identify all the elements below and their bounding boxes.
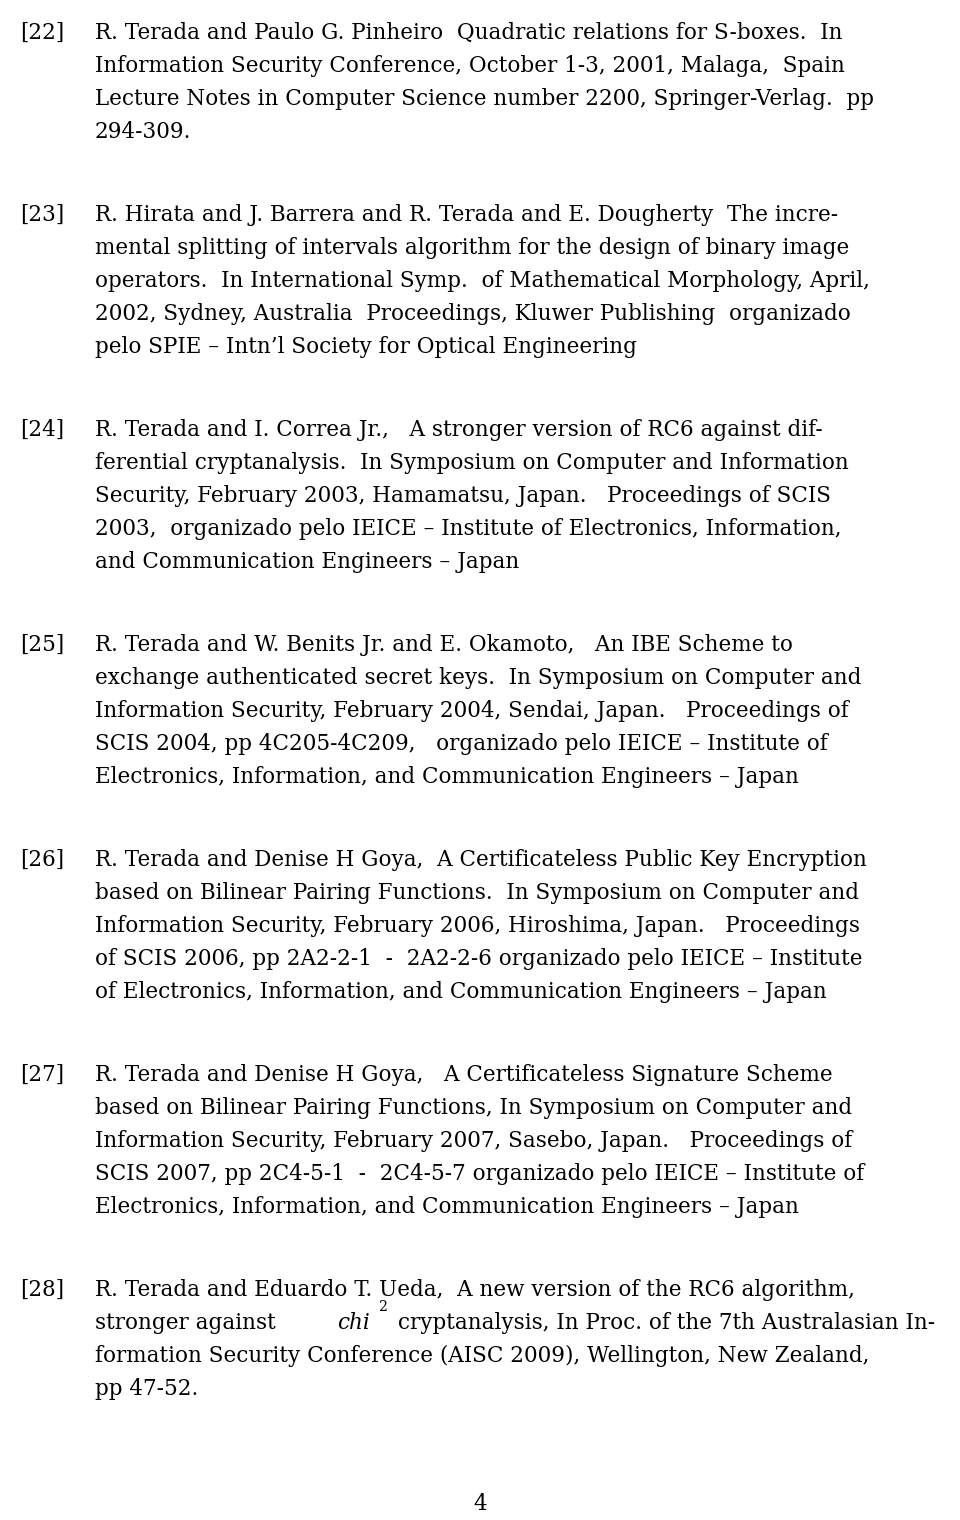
- Text: exchange authenticated secret keys.  In Symposium on Computer and: exchange authenticated secret keys. In S…: [95, 667, 861, 689]
- Text: R. Hirata and J. Barrera and R. Terada and E. Dougherty  The incre-: R. Hirata and J. Barrera and R. Terada a…: [95, 204, 838, 226]
- Text: R. Terada and Denise H Goya,   A Certificateless Signature Scheme: R. Terada and Denise H Goya, A Certifica…: [95, 1064, 832, 1085]
- Text: Information Security, February 2006, Hiroshima, Japan.   Proceedings: Information Security, February 2006, Hir…: [95, 915, 860, 936]
- Text: pp 47-52.: pp 47-52.: [95, 1379, 199, 1400]
- Text: Lecture Notes in Computer Science number 2200, Springer-Verlag.  pp: Lecture Notes in Computer Science number…: [95, 88, 874, 109]
- Text: [23]: [23]: [20, 204, 64, 226]
- Text: operators.  In International Symp.  of Mathematical Morphology, April,: operators. In International Symp. of Mat…: [95, 271, 870, 292]
- Text: [24]: [24]: [20, 420, 64, 441]
- Text: [22]: [22]: [20, 21, 64, 44]
- Text: of SCIS 2006, pp 2A2-2-1  -  2A2-2-6 organizado pelo IEICE – Institute: of SCIS 2006, pp 2A2-2-1 - 2A2-2-6 organ…: [95, 948, 862, 970]
- Text: chi: chi: [337, 1312, 370, 1335]
- Text: R. Terada and W. Benits Jr. and E. Okamoto,   An IBE Scheme to: R. Terada and W. Benits Jr. and E. Okamo…: [95, 634, 793, 657]
- Text: Electronics, Information, and Communication Engineers – Japan: Electronics, Information, and Communicat…: [95, 766, 799, 787]
- Text: based on Bilinear Pairing Functions, In Symposium on Computer and: based on Bilinear Pairing Functions, In …: [95, 1097, 852, 1119]
- Text: and Communication Engineers – Japan: and Communication Engineers – Japan: [95, 552, 519, 573]
- Text: 294-309.: 294-309.: [95, 122, 191, 143]
- Text: Electronics, Information, and Communication Engineers – Japan: Electronics, Information, and Communicat…: [95, 1196, 799, 1218]
- Text: SCIS 2004, pp 4C205-4C209,   organizado pelo IEICE – Institute of: SCIS 2004, pp 4C205-4C209, organizado pe…: [95, 733, 828, 755]
- Text: formation Security Conference (AISC 2009), Wellington, New Zealand,: formation Security Conference (AISC 2009…: [95, 1345, 870, 1366]
- Text: mental splitting of intervals algorithm for the design of binary image: mental splitting of intervals algorithm …: [95, 237, 850, 258]
- Text: R. Terada and Denise H Goya,  A Certificateless Public Key Encryption: R. Terada and Denise H Goya, A Certifica…: [95, 850, 867, 871]
- Text: 4: 4: [473, 1493, 487, 1515]
- Text: Information Security Conference, October 1-3, 2001, Malaga,  Spain: Information Security Conference, October…: [95, 55, 845, 78]
- Text: [28]: [28]: [20, 1278, 64, 1301]
- Text: Information Security, February 2004, Sendai, Japan.   Proceedings of: Information Security, February 2004, Sen…: [95, 701, 849, 722]
- Text: R. Terada and Paulo G. Pinheiro  Quadratic relations for S-boxes.  In: R. Terada and Paulo G. Pinheiro Quadrati…: [95, 21, 843, 44]
- Text: 2003,  organizado pelo IEICE – Institute of Electronics, Information,: 2003, organizado pelo IEICE – Institute …: [95, 518, 842, 540]
- Text: 2: 2: [379, 1301, 388, 1315]
- Text: 2002, Sydney, Australia  Proceedings, Kluwer Publishing  organizado: 2002, Sydney, Australia Proceedings, Klu…: [95, 302, 851, 325]
- Text: R. Terada and Eduardo T. Ueda,  A new version of the RC6 algorithm,: R. Terada and Eduardo T. Ueda, A new ver…: [95, 1278, 854, 1301]
- Text: pelo SPIE – Intn’l Society for Optical Engineering: pelo SPIE – Intn’l Society for Optical E…: [95, 336, 637, 359]
- Text: of Electronics, Information, and Communication Engineers – Japan: of Electronics, Information, and Communi…: [95, 980, 827, 1003]
- Text: Information Security, February 2007, Sasebo, Japan.   Proceedings of: Information Security, February 2007, Sas…: [95, 1129, 852, 1152]
- Text: stronger against: stronger against: [95, 1312, 282, 1335]
- Text: [27]: [27]: [20, 1064, 64, 1085]
- Text: R. Terada and I. Correa Jr.,   A stronger version of RC6 against dif-: R. Terada and I. Correa Jr., A stronger …: [95, 420, 823, 441]
- Text: [25]: [25]: [20, 634, 64, 657]
- Text: [26]: [26]: [20, 850, 64, 871]
- Text: SCIS 2007, pp 2C4-5-1  -  2C4-5-7 organizado pelo IEICE – Institute of: SCIS 2007, pp 2C4-5-1 - 2C4-5-7 organiza…: [95, 1163, 864, 1186]
- Text: ferential cryptanalysis.  In Symposium on Computer and Information: ferential cryptanalysis. In Symposium on…: [95, 451, 849, 474]
- Text: Security, February 2003, Hamamatsu, Japan.   Proceedings of SCIS: Security, February 2003, Hamamatsu, Japa…: [95, 485, 831, 508]
- Text: cryptanalysis, In Proc. of the 7th Australasian In-: cryptanalysis, In Proc. of the 7th Austr…: [391, 1312, 935, 1335]
- Text: based on Bilinear Pairing Functions.  In Symposium on Computer and: based on Bilinear Pairing Functions. In …: [95, 882, 859, 904]
